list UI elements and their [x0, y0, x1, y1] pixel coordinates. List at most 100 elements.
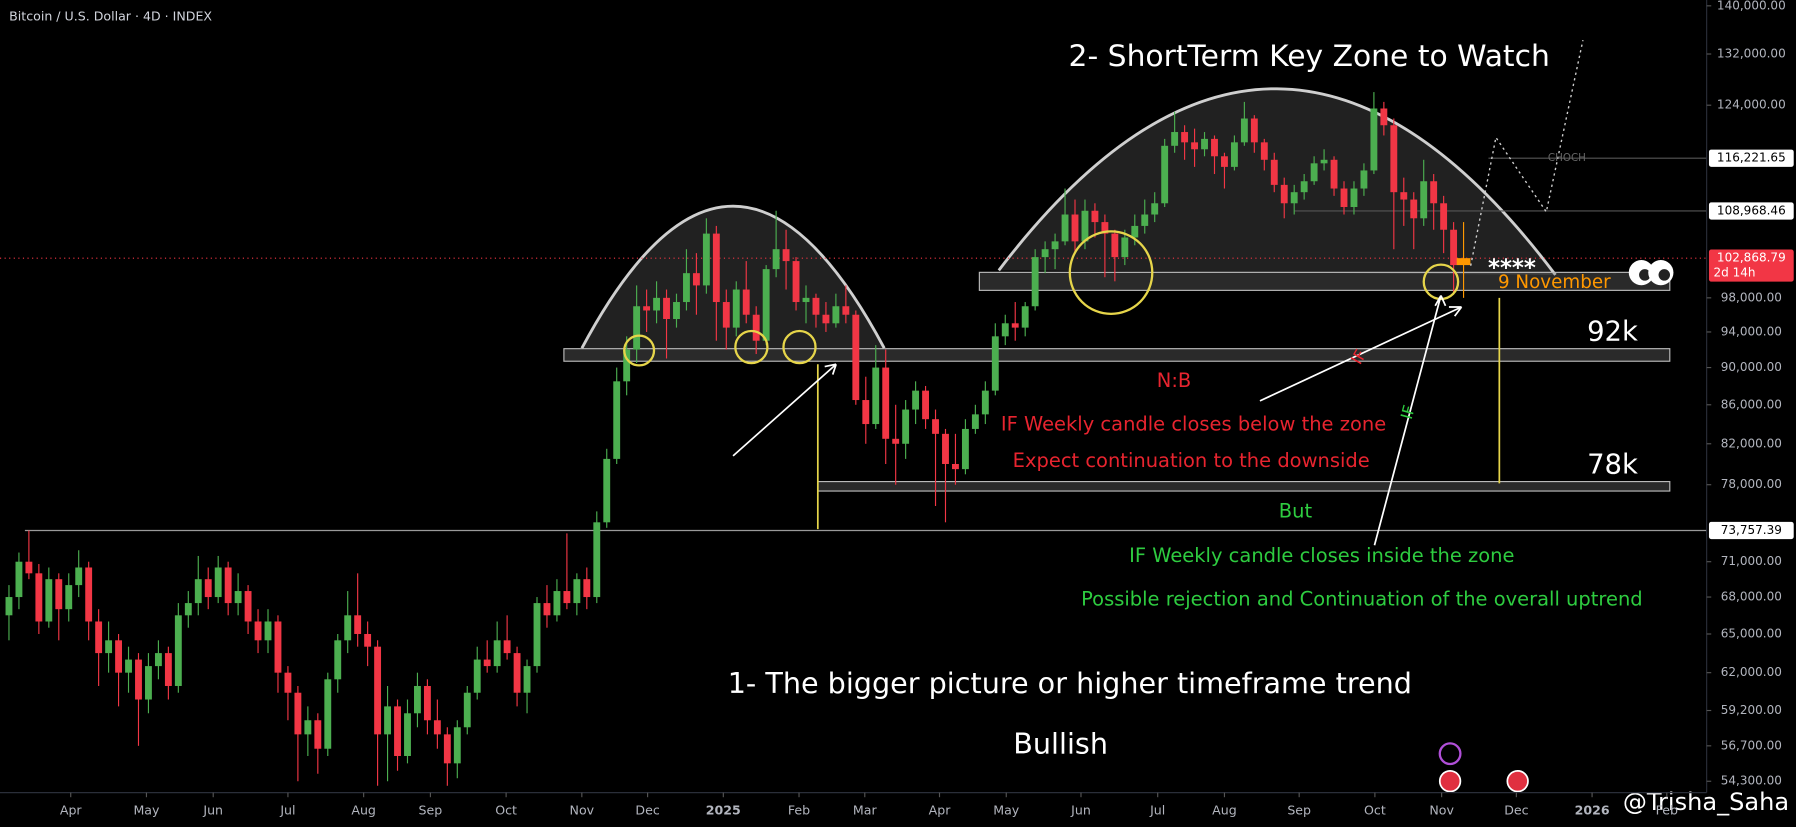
y-tick-label: 65,000.00 — [1721, 626, 1782, 640]
arc — [580, 204, 886, 349]
candle-body — [892, 438, 900, 444]
highlight-circle — [734, 329, 769, 365]
candle-body — [1081, 210, 1089, 242]
candle-body — [1456, 258, 1471, 266]
candle-body — [663, 297, 670, 320]
price-label-box — [1708, 249, 1794, 282]
candle-body — [752, 314, 760, 341]
y-tick-label: 78,000.00 — [1721, 477, 1782, 491]
candle-body — [164, 653, 172, 686]
candle-body — [1250, 118, 1258, 143]
candle-body — [414, 685, 421, 714]
candle-body — [274, 621, 282, 673]
candle-body — [533, 603, 541, 667]
candle-body — [1141, 214, 1149, 226]
candle-body — [394, 706, 401, 757]
candle-body — [264, 621, 272, 641]
candle-body — [443, 734, 451, 764]
x-tick-label: May — [993, 802, 1020, 817]
candle-body — [1360, 170, 1368, 189]
candle-body — [194, 579, 202, 604]
candle-body — [981, 390, 989, 415]
candle-body — [25, 561, 33, 574]
highlight-circle — [782, 329, 817, 365]
candle-body — [364, 633, 372, 647]
candle-body — [105, 640, 113, 654]
candle-body — [1211, 138, 1218, 157]
candle-body — [1390, 125, 1398, 193]
annotation: Expect continuation to the downside — [1013, 449, 1370, 472]
x-tick-label: Nov — [570, 802, 595, 817]
annotation: 9 November — [1498, 272, 1611, 293]
candle-body — [1171, 132, 1179, 146]
candle-body — [1091, 210, 1099, 223]
candle-body — [961, 428, 969, 470]
price-label: 73,757.39 — [1721, 523, 1782, 537]
price-label: 108,968.46 — [1717, 203, 1786, 217]
event-icon — [1438, 742, 1462, 766]
candle-body — [314, 720, 322, 749]
x-tick-label: Nov — [1429, 802, 1454, 817]
candle-body — [971, 414, 979, 429]
event-icon — [1506, 770, 1529, 793]
annotation: **** — [1488, 256, 1536, 282]
candle-body — [35, 573, 43, 622]
y-tick-label: 124,000.00 — [1717, 98, 1786, 112]
candle-body — [792, 261, 800, 303]
candle-body — [125, 659, 132, 673]
axes: 140,000.00 132,000.00 124,000.00 98,000.00 9… — [60, 0, 1794, 817]
candle-body — [1300, 181, 1308, 193]
candle-body — [1221, 156, 1228, 167]
candle-body — [483, 659, 491, 667]
candle-body — [254, 621, 262, 641]
candle-body — [872, 367, 880, 425]
y-tick-label: 140,000.00 — [1717, 0, 1786, 12]
candle-body — [384, 706, 391, 735]
candle-body — [1350, 188, 1358, 208]
eye-pupil — [1639, 269, 1651, 281]
annotation: IF Weekly candle closes below the zone — [1001, 412, 1386, 435]
candle-body — [633, 306, 641, 350]
candle-body — [513, 653, 521, 693]
candle-body — [882, 367, 890, 439]
y-tick-label: 82,000.00 — [1721, 436, 1782, 450]
candle-body — [782, 249, 790, 262]
x-tick-label: Dec — [635, 802, 659, 817]
candle-body — [1031, 257, 1039, 307]
candle-body — [573, 579, 581, 604]
arrow — [1259, 306, 1463, 402]
annotation: IF — [1397, 403, 1419, 421]
candle-body — [145, 666, 152, 700]
x-tick-label: Aug — [351, 802, 376, 817]
y-tick-label: 68,000.00 — [1721, 590, 1782, 604]
symbol-title: Bitcoin / U.S. Dollar · 4D · INDEX — [9, 9, 212, 24]
arrows — [732, 295, 1463, 546]
candle-body — [55, 579, 63, 610]
candle-body — [1380, 108, 1388, 126]
candle-body — [1151, 203, 1159, 215]
annotation: IF Weekly candle closes inside the zone — [1129, 544, 1514, 567]
candle-body — [1101, 222, 1109, 234]
candle-body — [154, 653, 162, 667]
annotation: CHOCH — [1548, 152, 1586, 164]
candle-body — [1240, 118, 1248, 143]
candle-body — [712, 233, 720, 303]
candle-body — [135, 659, 142, 700]
candle-body — [613, 381, 621, 459]
candle-body — [1001, 323, 1009, 337]
countdown-label: 2d 14h — [1714, 266, 1756, 280]
candle-body — [922, 390, 929, 420]
x-tick-label: Apr — [929, 802, 952, 817]
candle-body — [1051, 241, 1059, 250]
x-tick-label: Jun — [202, 802, 223, 817]
candle-body — [1450, 229, 1458, 266]
candle-body — [503, 640, 511, 654]
x-tick-label: Jul — [279, 802, 295, 817]
candle-body — [912, 390, 920, 410]
candle-body — [45, 579, 53, 622]
candle-body — [1320, 159, 1328, 164]
candle-body — [1340, 188, 1348, 208]
candle-body — [1201, 138, 1208, 150]
candle-body — [344, 615, 352, 641]
candle-body — [214, 567, 222, 598]
